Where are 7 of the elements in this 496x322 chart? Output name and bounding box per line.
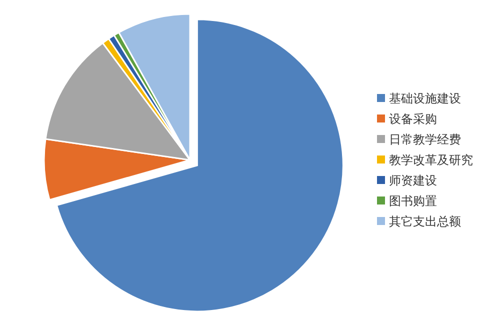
legend-label: 其它支出总额	[389, 214, 461, 228]
legend-label: 日常教学经费	[389, 132, 461, 146]
legend-label: 基础设施建设	[389, 92, 461, 106]
legend-label: 设备采购	[389, 112, 437, 126]
legend-label: 图书购置	[389, 194, 437, 208]
legend-label: 教学改革及研究	[389, 153, 473, 167]
legend-label: 师资建设	[389, 174, 437, 188]
